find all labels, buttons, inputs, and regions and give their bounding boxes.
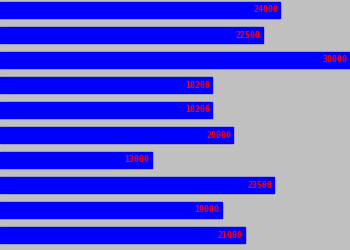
- Bar: [0, 77, 212, 93]
- Text: 21000: 21000: [218, 230, 243, 239]
- Bar: [0, 27, 262, 43]
- Text: 18200: 18200: [186, 106, 210, 114]
- Bar: [0, 202, 222, 218]
- Text: 24000: 24000: [253, 6, 278, 15]
- Text: 13000: 13000: [125, 156, 150, 164]
- Bar: [0, 127, 233, 143]
- Text: 18200: 18200: [186, 80, 210, 90]
- Bar: [0, 52, 350, 68]
- Text: 19000: 19000: [195, 206, 220, 214]
- Bar: [0, 177, 274, 193]
- Bar: [0, 2, 280, 18]
- Bar: [0, 227, 245, 243]
- Text: 22500: 22500: [236, 30, 260, 40]
- Text: 23500: 23500: [247, 180, 272, 190]
- Bar: [0, 102, 212, 118]
- Text: 20000: 20000: [206, 130, 231, 140]
- Text: 30000: 30000: [323, 56, 348, 64]
- Bar: [0, 152, 152, 168]
